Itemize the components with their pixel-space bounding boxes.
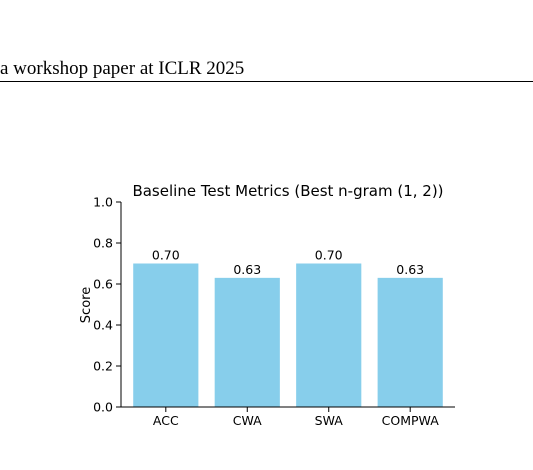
bar <box>296 263 362 407</box>
y-tick-label: 0.6 <box>93 277 113 292</box>
x-ticks: ACC CWA SWA COMPWA <box>153 407 439 428</box>
bar <box>377 277 443 407</box>
x-tick-label: CWA <box>233 413 262 428</box>
running-header: a workshop paper at ICLR 2025 <box>0 58 245 79</box>
bars <box>133 263 443 407</box>
chart-title: Baseline Test Metrics (Best n-gram (1, 2… <box>132 182 443 200</box>
bar-data-label: 0.70 <box>315 248 343 263</box>
y-tick-label: 0.8 <box>93 236 113 251</box>
y-axis-label: Score <box>79 287 94 323</box>
y-tick-label: 0.0 <box>93 400 113 415</box>
bar <box>133 263 199 407</box>
y-tick-label: 1.0 <box>93 195 113 210</box>
y-ticks: 0.0 0.2 0.4 0.6 0.8 1.0 <box>93 195 121 415</box>
y-tick-label: 0.2 <box>93 359 113 374</box>
header-rule <box>0 81 533 82</box>
x-tick-label: SWA <box>315 413 344 428</box>
bar <box>214 277 280 407</box>
bar-data-label: 0.63 <box>396 262 424 277</box>
bar-data-label: 0.63 <box>233 262 261 277</box>
bar-data-label: 0.70 <box>152 248 180 263</box>
bar-labels: 0.70 0.63 0.70 0.63 <box>152 248 424 277</box>
x-tick-label: ACC <box>153 413 179 428</box>
x-tick-label: COMPWA <box>382 413 440 428</box>
y-tick-label: 0.4 <box>93 318 113 333</box>
